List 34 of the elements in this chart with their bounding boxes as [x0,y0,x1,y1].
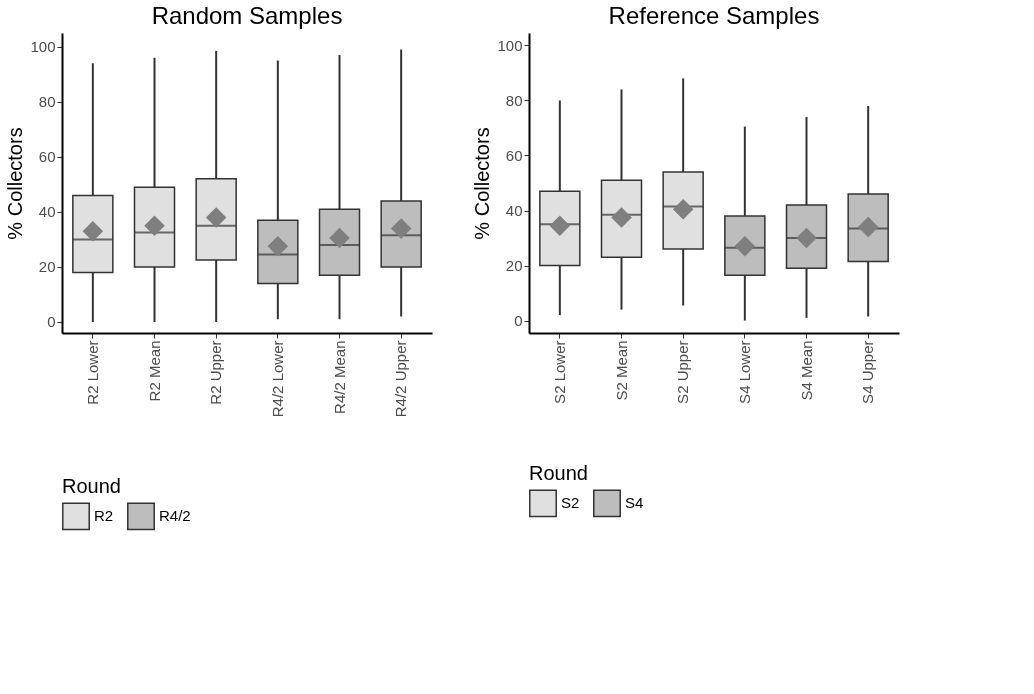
legend-label: R2 [94,507,114,525]
y-axis-title: % Collectors [4,127,27,240]
x-tick-label: R4/2 Lower [268,340,286,418]
x-tick-label: R4/2 Upper [392,340,410,418]
legend-label: S2 [561,494,580,512]
x-tick-label: R2 Lower [83,340,101,405]
y-tick-label: 100 [497,36,523,54]
legend-title: Round [62,475,121,497]
y-tick-label: 60 [38,148,56,166]
y-tick-label: 20 [38,258,56,276]
x-tick-label: R2 Mean [145,340,163,402]
chart-title: Reference Samples [608,2,820,29]
x-tick-label: S2 Upper [674,340,692,404]
x-tick-label: S4 Lower [735,340,753,404]
y-tick-label: 60 [505,146,523,164]
y-tick-label: 100 [30,38,56,56]
y-tick-label: 0 [514,312,523,330]
legend-title: Round [529,462,588,484]
y-tick-label: 80 [38,93,56,111]
y-axis-title: % Collectors [471,127,494,240]
chart-title: Random Samples [151,2,343,29]
y-tick-label: 80 [505,91,523,109]
y-tick-label: 40 [38,203,56,221]
y-tick-label: 20 [505,257,523,275]
x-tick-label: S4 Upper [859,340,877,404]
x-tick-label: R4/2 Mean [330,340,348,414]
x-tick-label: R2 Upper [207,340,225,405]
x-tick-label: S2 Mean [612,340,630,401]
legend-label: S4 [625,494,644,512]
x-tick-label: S2 Lower [550,340,568,404]
y-tick-label: 40 [505,202,523,220]
legend-label: R4/2 [159,507,191,525]
x-tick-label: S4 Mean [797,340,815,401]
y-tick-label: 0 [47,313,56,331]
